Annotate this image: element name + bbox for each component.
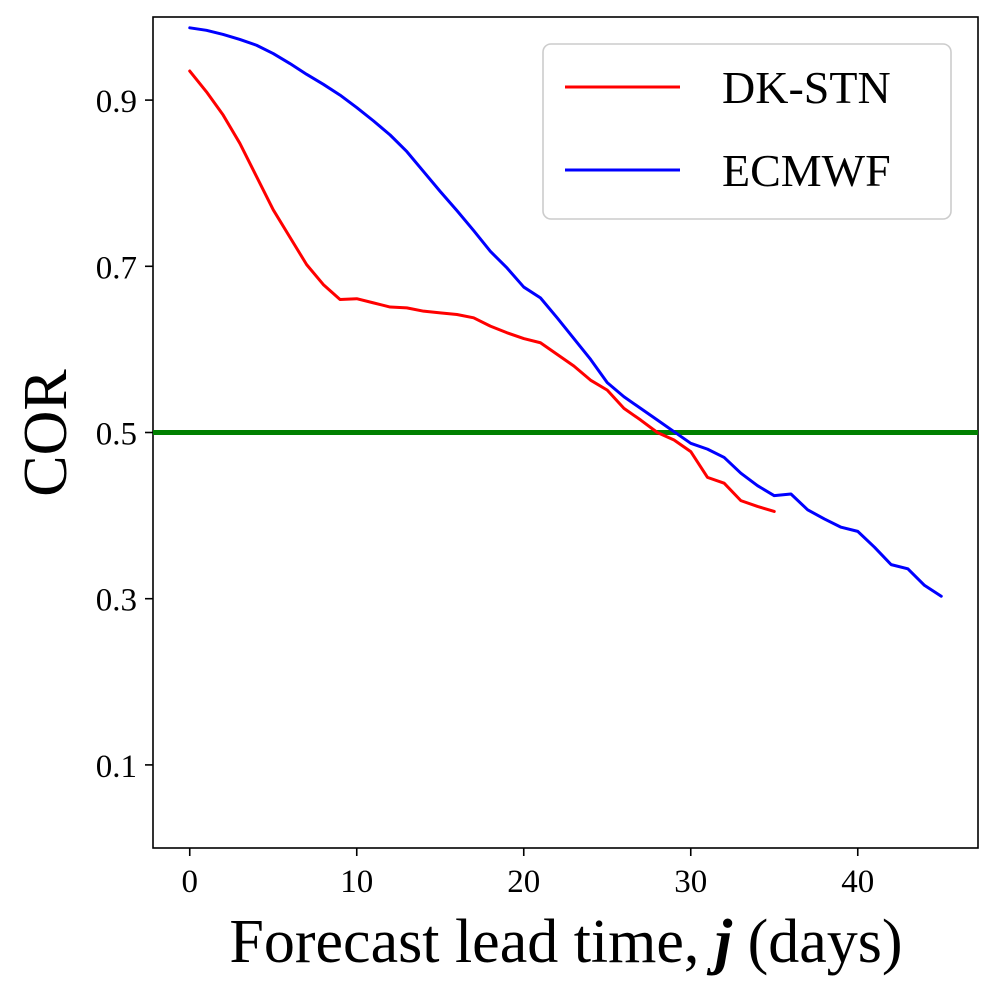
x-tick-label: 20 (507, 864, 540, 900)
legend-label: DK-STN (722, 62, 891, 113)
legend-label: ECMWF (722, 145, 891, 196)
y-tick-label: 0.3 (96, 583, 137, 619)
series-lines (188, 26, 943, 598)
x-tick-label: 0 (181, 864, 198, 900)
x-tick-label: 30 (674, 864, 707, 900)
y-tick-label: 0.5 (96, 417, 137, 453)
x-axis-label: Forecast lead time, j (days) (229, 908, 902, 976)
x-axis-label-prefix: Forecast lead time, (229, 908, 715, 976)
x-tick-label: 10 (340, 864, 373, 900)
y-tick-label: 0.1 (96, 749, 137, 785)
legend: DK-STN ECMWF (542, 43, 952, 220)
y-tick-label: 0.9 (96, 84, 137, 120)
y-ticks: 0.1 0.3 0.5 0.7 0.9 (96, 84, 153, 785)
series-line-dk-stn (188, 69, 776, 513)
x-axis-label-suffix: (days) (732, 908, 902, 976)
x-tick-label: 40 (841, 864, 874, 900)
y-axis-label: COR (12, 369, 80, 497)
series-line-ecmwf (188, 26, 943, 598)
y-tick-label: 0.7 (96, 250, 137, 286)
x-ticks: 0 10 20 30 40 (181, 848, 874, 900)
